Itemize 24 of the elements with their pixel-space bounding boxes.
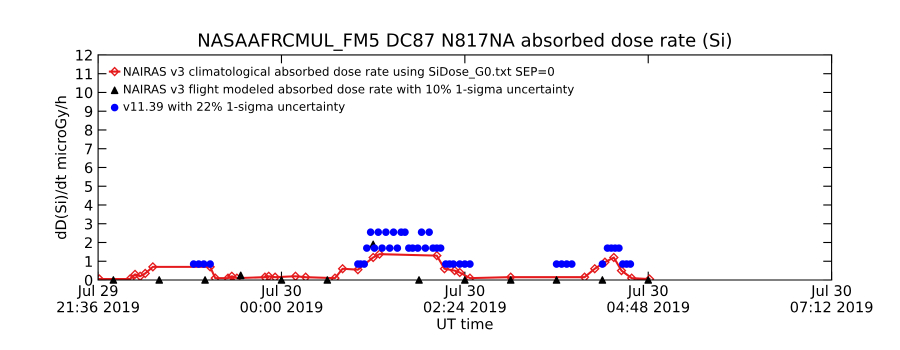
y-tick-label: 0: [84, 274, 92, 286]
x-tick-label: Jul 30 00:00 2019: [240, 284, 322, 312]
y-tick-label: 8: [84, 124, 92, 136]
y-tick-label: 5: [85, 181, 92, 192]
x-tick-label: Jul 30 07:12 2019: [790, 284, 872, 312]
y-tick-label: 7: [85, 144, 92, 154]
chart-title: NASAAFRCMUL_FM5 DC87 N817NA absorbed dose rate (Si): [198, 32, 731, 51]
y-tick-label: 11: [76, 68, 92, 80]
legend-label: NAIRAS v3 climatological absorbed dose rate using SiDose_G0.txt SEP=0: [124, 66, 554, 79]
y-tick-label: 4: [84, 200, 92, 211]
x-axis-title: UT time: [438, 318, 493, 330]
y-tick-label: 10: [76, 87, 92, 98]
y-tick-label: 9: [84, 106, 92, 117]
y-tick-label: 2: [85, 237, 92, 248]
legend-label: NAIRAS v3 flight modeled absorbed dose rate with 10% 1-sigma uncertainty: [124, 84, 574, 96]
legend-label: v11.39 with 22% 1-sigma uncertainty: [123, 102, 345, 114]
y-tick-label: 6: [84, 162, 92, 174]
x-tick-label: Jul 30 02:24 2019: [424, 284, 506, 312]
y-axis-title: dD(Si)/dt microGy/h: [55, 96, 70, 239]
y-tick-label: 12: [76, 50, 92, 60]
x-tick-label: Jul 30 04:48 2019: [607, 284, 690, 312]
y-tick-label: 1: [86, 256, 92, 267]
x-tick-label: Jul 29 21:36 2019: [57, 284, 139, 312]
y-tick-label: 3: [85, 218, 92, 230]
